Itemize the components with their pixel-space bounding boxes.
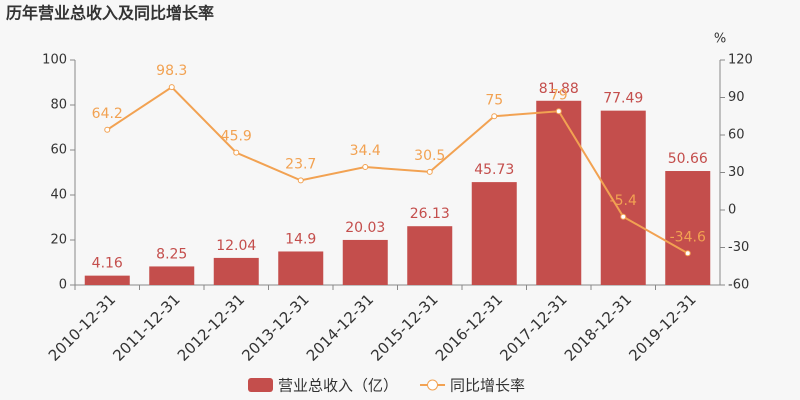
line-point	[168, 84, 175, 91]
bar	[600, 110, 646, 286]
bar	[407, 226, 453, 285]
y2-tick-label: 120	[728, 53, 753, 68]
bar-value-label: 77.49	[603, 91, 643, 107]
line-point	[491, 113, 498, 120]
y2-tick-label: -30	[728, 240, 749, 255]
y2-axis-label: %	[714, 32, 726, 47]
bar-value-label: 81.88	[539, 81, 579, 97]
bar	[149, 266, 195, 285]
bar-value-label: 50.66	[668, 151, 708, 167]
line	[106, 85, 689, 255]
line-value-label: -5.4	[610, 193, 637, 209]
bar-value-label: 14.9	[285, 231, 316, 247]
bar	[342, 239, 388, 285]
legend-swatch	[427, 379, 439, 391]
bar	[471, 182, 517, 285]
y2-tick-label: 0	[728, 203, 736, 218]
line-point	[233, 149, 240, 156]
bar	[536, 100, 582, 286]
y-tick-label: 60	[50, 143, 67, 158]
line-value-label: 75	[485, 92, 503, 108]
line-point	[104, 126, 111, 133]
bar-value-label: 4.16	[92, 256, 123, 272]
bar	[278, 251, 324, 285]
bar	[213, 257, 259, 285]
y2-tick-label: -60	[728, 278, 749, 293]
bar-value-label: 45.73	[474, 162, 514, 178]
line-point	[362, 164, 369, 170]
bar-value-label: 20.03	[345, 220, 385, 236]
legend-label: 营业总收入（亿）	[278, 377, 398, 395]
y2-tick-label: 60	[728, 128, 745, 143]
y2-tick-label: 30	[728, 165, 745, 180]
y-tick-label: 40	[50, 188, 67, 203]
line-value-label: 79	[550, 87, 568, 103]
y-tick-label: 100	[42, 53, 67, 68]
bar-value-label: 12.04	[216, 238, 256, 254]
chart-title: 历年营业总收入及同比增长率	[6, 4, 214, 23]
line-value-label: 23.7	[285, 156, 316, 172]
bar-value-label: 8.25	[156, 246, 187, 262]
y-tick-label: 20	[50, 233, 67, 248]
legend-label: 同比增长率	[450, 377, 525, 395]
line-point	[297, 177, 304, 184]
line-value-label: 45.9	[221, 129, 252, 145]
y2-tick-label: 90	[728, 90, 745, 105]
bar	[84, 275, 130, 285]
line-value-label: -34.6	[670, 229, 706, 245]
legend-swatch	[248, 378, 273, 392]
line-value-label: 34.4	[350, 143, 381, 159]
bar-value-label: 26.13	[410, 206, 450, 222]
line-point	[620, 213, 627, 220]
line-point	[555, 108, 562, 115]
line-value-label: 64.2	[92, 106, 123, 122]
line-point	[684, 250, 691, 257]
y-tick-label: 0	[59, 278, 67, 293]
line-value-label: 98.3	[156, 63, 187, 79]
line-value-label: 30.5	[414, 148, 445, 164]
y-tick-label: 80	[50, 98, 67, 113]
bar	[665, 171, 711, 285]
line-point	[426, 168, 433, 175]
